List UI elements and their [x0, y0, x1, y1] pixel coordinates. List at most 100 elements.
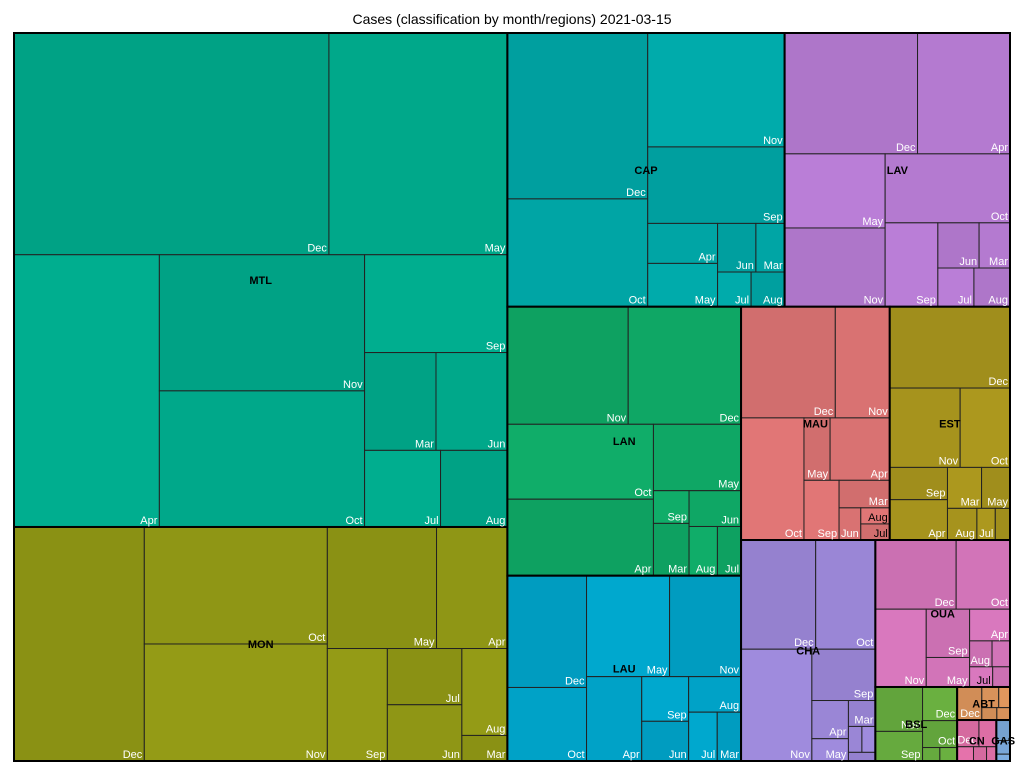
month-label: Oct — [308, 632, 325, 644]
month-cell-cap-aug — [750, 271, 786, 308]
month-label: Jul — [977, 675, 991, 687]
month-label: Aug — [486, 723, 506, 735]
region-label-cha: CHA — [796, 646, 820, 658]
month-cell-mau-sep — [803, 479, 840, 541]
month-label: Nov — [343, 379, 363, 391]
month-cell-lau-may — [586, 575, 671, 678]
month-cell-mtl-may — [328, 32, 508, 256]
month-label: Sep — [763, 211, 783, 223]
month-label: Jun — [442, 749, 460, 761]
month-cell-est-dec — [889, 306, 1011, 389]
month-cell-cn-nov — [956, 746, 974, 762]
month-cell-lav-aug — [973, 267, 1011, 308]
month-label: Apr — [140, 515, 157, 527]
month-label: Nov — [939, 455, 959, 467]
month-cell-cha-jun — [847, 725, 863, 753]
month-label: May — [718, 479, 739, 491]
month-cell-lan-may — [652, 423, 742, 492]
month-label: Dec — [307, 243, 327, 255]
region-cn — [956, 719, 997, 762]
month-label: Nov — [763, 135, 783, 147]
month-label: Dec — [720, 412, 740, 424]
month-label: Jul — [725, 564, 739, 576]
month-cell-cha-nov — [740, 648, 813, 762]
month-cell-mau-nov — [834, 306, 891, 419]
month-label: Mar — [720, 749, 739, 761]
month-label: Aug — [486, 515, 506, 527]
region-cha — [740, 539, 876, 762]
region-label-mtl: MTL — [249, 275, 272, 287]
month-cell-lav-nov — [784, 227, 886, 308]
month-label: Mar — [764, 260, 783, 272]
month-cell-mon-sep — [326, 648, 388, 762]
month-cell-gas-oct — [995, 753, 1011, 762]
month-cell-mau-mar — [838, 479, 891, 509]
month-label: Dec — [794, 637, 814, 649]
month-cell-est-sep — [889, 466, 948, 501]
month-cell-lau-oct — [506, 686, 588, 762]
month-label: Dec — [957, 735, 977, 747]
month-label: Sep — [667, 511, 687, 523]
month-cell-lan-aug — [688, 525, 718, 577]
month-label: Nov — [306, 749, 326, 761]
month-cell-mon-aug — [461, 648, 508, 736]
month-label: Oct — [856, 637, 873, 649]
month-label: Mar — [961, 496, 980, 508]
month-cell-cap-mar — [755, 222, 786, 273]
month-label: Sep — [817, 528, 837, 540]
month-label: Jul — [446, 693, 460, 705]
month-cell-bsl-sep — [874, 730, 924, 762]
month-label: Jun — [721, 514, 739, 526]
month-cell-lau-jul — [688, 711, 718, 762]
month-label: Sep — [667, 709, 687, 721]
month-label: Aug — [988, 295, 1008, 307]
month-cell-mtl-sep — [364, 254, 508, 354]
month-label: Aug — [868, 512, 888, 524]
month-cell-est-nov — [889, 387, 961, 468]
month-cell-lan-apr — [506, 498, 654, 577]
month-cell-lau-aug — [688, 676, 742, 713]
month-cell-bsl-aug — [922, 747, 941, 762]
month-cell-mtl-jul — [364, 449, 442, 528]
month-label: Dec — [936, 709, 956, 721]
region-label-est: EST — [939, 418, 961, 430]
month-cell-mtl-nov — [158, 254, 366, 392]
month-cell-lav-mar — [978, 222, 1011, 269]
month-cell-mon-oct — [143, 526, 328, 645]
month-cell-mtl-oct — [158, 390, 366, 528]
month-label: Nov — [864, 295, 884, 307]
month-cell-cap-oct — [506, 198, 649, 308]
month-label: Jul — [701, 749, 715, 761]
month-label: Apr — [488, 637, 505, 649]
month-label: Dec — [988, 376, 1008, 388]
month-cell-lan-mar — [652, 522, 690, 577]
month-label: May — [647, 665, 668, 677]
region-abt — [956, 686, 1011, 721]
month-label: Nov — [607, 412, 627, 424]
month-label: Mar — [854, 714, 873, 726]
region-label-lan: LAN — [613, 436, 636, 448]
month-label: Sep — [366, 749, 386, 761]
month-cell-cha-jul — [861, 725, 876, 753]
month-cell-est-jun — [994, 507, 1011, 541]
month-cell-lav-dec — [784, 32, 919, 155]
month-cell-lan-nov — [506, 306, 629, 425]
month-label: Aug — [719, 700, 739, 712]
month-cell-cha-oct — [815, 539, 876, 650]
month-cell-mtl-apr — [13, 254, 160, 528]
month-label: Dec — [935, 597, 955, 609]
month-label: Oct — [991, 597, 1008, 609]
region-oua — [874, 539, 1011, 688]
month-cell-cha-dec — [740, 539, 817, 650]
month-label: Mar — [415, 438, 434, 450]
month-cell-lav-jul — [937, 267, 975, 308]
month-label: Apr — [623, 749, 640, 761]
month-label: Aug — [970, 655, 990, 667]
month-label: Oct — [634, 487, 651, 499]
month-label: Jul — [979, 528, 993, 540]
month-cell-oua-jun — [991, 640, 1011, 668]
month-cell-cn-sep — [986, 746, 997, 762]
region-label-gas: GAS — [991, 736, 1015, 748]
month-label: Oct — [938, 736, 955, 748]
